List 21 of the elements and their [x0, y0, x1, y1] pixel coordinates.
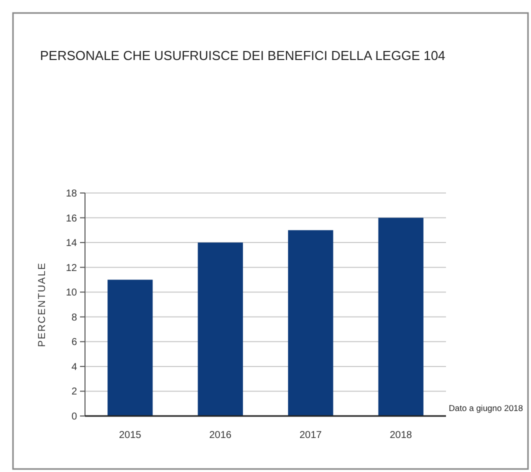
- x-tick-label: 2015: [119, 430, 142, 441]
- y-tick-label: 2: [71, 386, 78, 398]
- y-tick-label: 12: [66, 262, 78, 274]
- y-tick-label: 6: [71, 337, 78, 348]
- text: Dato a giugno 2018: [448, 403, 524, 413]
- y-tick-label: 10: [66, 288, 78, 299]
- x-tick-label: 2018: [390, 430, 412, 441]
- y-tick-label: 4: [71, 362, 78, 373]
- bar: [378, 218, 424, 416]
- y-tick-label: 14: [66, 238, 78, 250]
- bar: [198, 242, 243, 416]
- y-tick-label: 0: [71, 412, 78, 422]
- y-axis-title: PERCENTUALE: [37, 262, 48, 347]
- y-tick-label: 18: [66, 188, 78, 200]
- y-tick-label: 16: [66, 213, 78, 224]
- bar: [108, 280, 153, 416]
- x-tick-label: 2016: [209, 430, 232, 441]
- bar: [288, 230, 334, 416]
- x-tick-label: 2017: [300, 430, 322, 441]
- y-tick-label: 8: [71, 312, 78, 324]
- chart-title: PERSONALE CHE USUFRUISCE DEI BENEFICI DELLA LEGGE 104: [40, 48, 446, 63]
